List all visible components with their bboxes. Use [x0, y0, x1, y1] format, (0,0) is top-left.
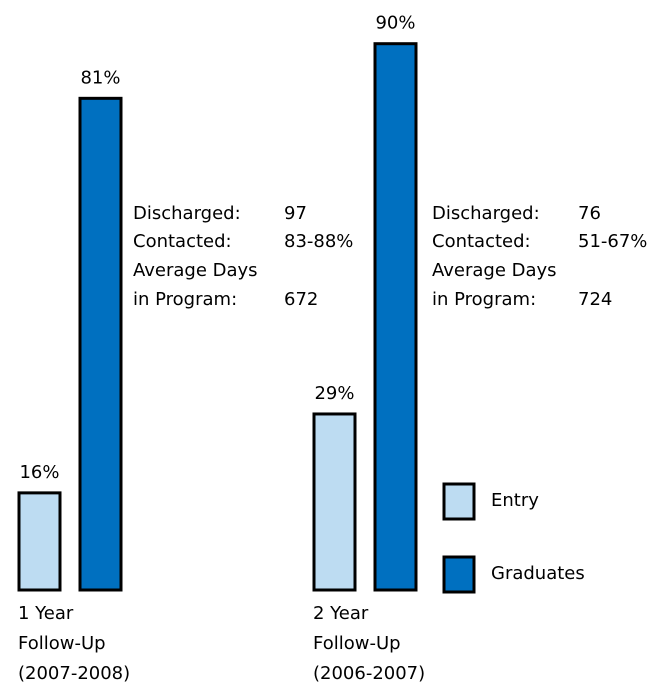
bar — [373, 42, 418, 592]
category-label: (2007-2008) — [18, 663, 130, 684]
bar — [17, 491, 62, 592]
annotation: Contacted: — [133, 231, 232, 252]
annotation: 51-67% — [578, 231, 647, 252]
annotation: Contacted: — [432, 231, 531, 252]
legend-swatch — [442, 555, 476, 594]
category-label: Follow-Up — [313, 633, 401, 654]
annotation: Discharged: — [133, 203, 241, 224]
bar — [312, 412, 357, 592]
category-label: Follow-Up — [18, 633, 106, 654]
value-label: 16% — [19, 462, 59, 483]
annotation: 97 — [284, 203, 307, 224]
bar — [78, 96, 123, 592]
legend-label: Graduates — [491, 563, 585, 584]
annotation: Average Days — [432, 260, 557, 281]
value-label: 90% — [375, 13, 415, 34]
legend-swatch — [442, 482, 476, 521]
annotation: Average Days — [133, 260, 258, 281]
legend-label: Entry — [491, 490, 539, 511]
value-label: 29% — [314, 383, 354, 404]
annotation: Discharged: — [432, 203, 540, 224]
annotation: 724 — [578, 289, 612, 310]
annotation: 83-88% — [284, 231, 353, 252]
category-label: 2 Year — [313, 603, 369, 624]
annotation: in Program: — [133, 289, 237, 310]
annotation: in Program: — [432, 289, 536, 310]
value-label: 81% — [80, 67, 120, 88]
annotation: 76 — [578, 203, 601, 224]
category-label: 1 Year — [18, 603, 74, 624]
annotation: 672 — [284, 289, 318, 310]
category-label: (2006-2007) — [313, 663, 425, 684]
